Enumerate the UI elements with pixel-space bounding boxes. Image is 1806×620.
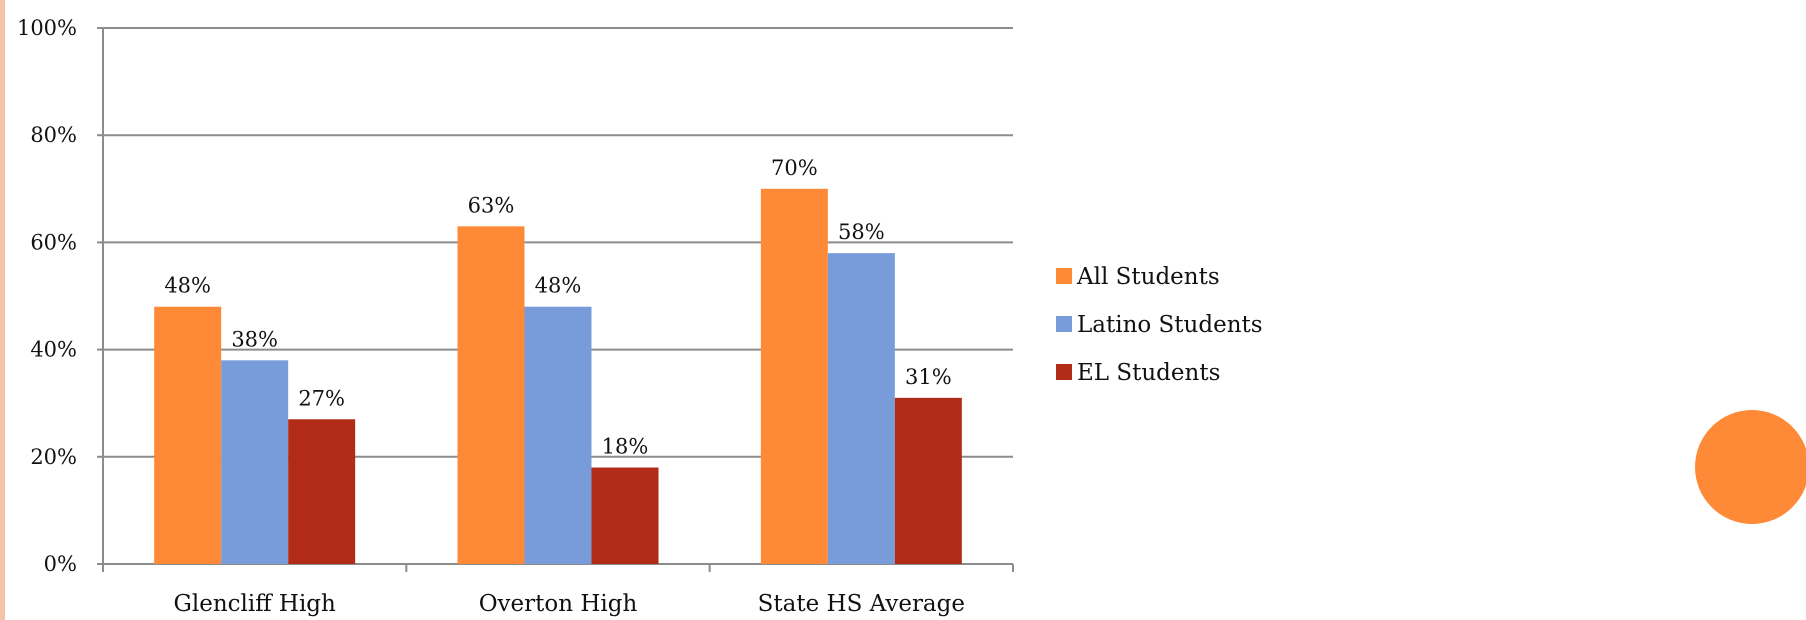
accent-stripe [0,0,5,620]
legend-label: Latino Students [1077,312,1263,338]
bar [288,419,356,564]
data-label: 58% [838,220,885,244]
data-label: 48% [535,274,582,298]
bar [457,226,525,564]
decorative-circle [1695,410,1806,524]
data-label: 38% [231,327,278,351]
bar [154,306,222,564]
y-tick-label: 60% [30,230,77,254]
legend-swatch [1056,316,1072,332]
bar [591,467,659,564]
bar [894,397,962,564]
data-label: 18% [602,435,649,459]
bar [221,360,289,564]
data-label: 31% [905,365,952,389]
legend-swatch [1056,268,1072,284]
y-tick-label: 40% [30,338,77,362]
bar [760,188,828,565]
x-tick-label: Overton High [479,591,638,617]
legend-label: EL Students [1077,360,1220,386]
data-label: 63% [468,193,515,217]
y-tick-label: 100% [17,16,77,40]
x-tick-label: Glencliff High [173,591,336,617]
bar [827,253,895,564]
x-tick-label: State HS Average [758,591,965,617]
data-label: 70% [771,156,818,180]
data-label: 27% [298,386,345,410]
y-tick-label: 20% [30,445,77,469]
y-tick-label: 80% [30,123,77,147]
y-tick-label: 0% [44,552,77,576]
legend-swatch [1056,364,1072,380]
data-label: 48% [164,274,211,298]
bar [524,306,592,564]
legend-label: All Students [1076,264,1220,290]
